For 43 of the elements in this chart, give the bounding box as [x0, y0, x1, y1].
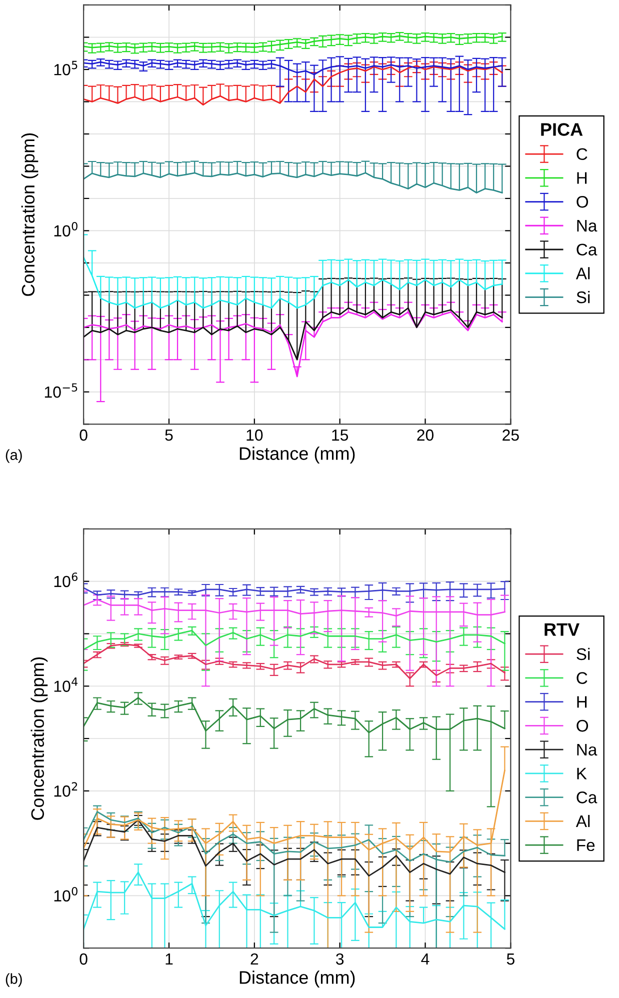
y-tick-label: 10$^{0}$ [54, 222, 78, 237]
legend-label: O [576, 196, 588, 208]
x-tick-label: 3 [336, 953, 344, 965]
y-tick-label: 10$^{−5}$ [44, 383, 78, 398]
legend-label: Ca [576, 244, 598, 256]
legend-title: RTV [544, 623, 580, 636]
y-tick-label: 10$^{6}$ [54, 572, 78, 588]
text: (a) [6, 449, 22, 463]
x-tick-label: 4 [421, 954, 430, 965]
y-axis-title: Concentration (ppm) [30, 657, 48, 820]
legend-label: Ca [576, 792, 598, 804]
text: (b) [6, 973, 22, 987]
y-tick-label: 10$^{4}$ [54, 678, 78, 692]
legend-label: H [577, 172, 587, 184]
legend-label: Na [577, 744, 598, 756]
legend-label: C [576, 148, 588, 160]
legend-label: K [577, 768, 587, 780]
y-tick-label: 10$^{5}$ [54, 60, 78, 76]
x-axis-title: Distance (mm) [240, 446, 355, 464]
y-tick-label: 10$^{0}$ [54, 886, 78, 902]
legend-label: Al [576, 267, 590, 280]
x-tick-label: 15 [332, 430, 348, 441]
legend-label: Si [576, 648, 590, 660]
legend-label: Na [577, 220, 598, 232]
y-axis-title: Concentration (ppm) [21, 133, 38, 296]
legend-label: Fe [577, 839, 595, 852]
legend-label: Al [576, 814, 590, 828]
x-tick-label: 5 [506, 954, 514, 965]
y-tick-label: 10$^{2}$ [54, 782, 78, 797]
legend-label: C [576, 672, 588, 684]
x-tick-label: 5 [165, 430, 173, 441]
x-tick-label: 25 [502, 429, 519, 441]
x-axis-title: Distance (mm) [240, 970, 355, 988]
legend-label: Si [576, 290, 590, 304]
x-tick-label: 0 [80, 429, 88, 441]
legend-title: PICA [541, 123, 583, 136]
x-tick-label: 2 [250, 953, 258, 965]
x-tick-label: 0 [80, 953, 88, 965]
x-tick-label: 10 [246, 429, 263, 441]
legend-label: H [577, 696, 587, 708]
legend-label: O [576, 720, 588, 732]
x-tick-label: 20 [417, 429, 434, 441]
x-tick-label: 1 [166, 954, 173, 965]
